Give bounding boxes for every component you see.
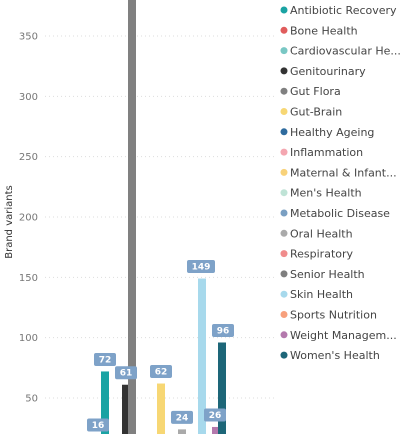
legend-item[interactable]: Weight Managem... xyxy=(280,329,397,342)
legend-label: Healthy Ageing xyxy=(290,126,374,139)
legend-marker xyxy=(280,290,288,298)
y-axis-ticks: 50 100 150 200 250 300 350 xyxy=(19,32,38,405)
legend-marker xyxy=(280,189,288,197)
legend[interactable]: Antibiotic Recovery Bone Health Cardiovasc… xyxy=(280,4,400,362)
legend-marker xyxy=(280,87,288,95)
data-label: 149 xyxy=(192,263,211,273)
legend-item[interactable]: Maternal & Infant... xyxy=(280,166,397,179)
legend-marker xyxy=(280,26,288,34)
legend-label: Oral Health xyxy=(290,227,353,240)
legend-label: Men's Health xyxy=(290,187,362,200)
legend-marker xyxy=(280,6,288,14)
data-label: 62 xyxy=(155,368,168,378)
data-label: 26 xyxy=(209,411,222,421)
bar[interactable] xyxy=(212,426,220,434)
data-label: 16 xyxy=(92,421,105,431)
legend-item[interactable]: Men's Health xyxy=(280,187,362,200)
y-tick-label: 100 xyxy=(19,333,38,344)
bar[interactable] xyxy=(218,342,226,434)
legend-marker xyxy=(280,229,288,237)
legend-item[interactable]: Gut-Brain xyxy=(280,106,343,119)
data-label: 61 xyxy=(120,369,133,379)
legend-marker xyxy=(280,148,288,156)
legend-item[interactable]: Healthy Ageing xyxy=(280,126,375,139)
legend-item[interactable]: Skin Health xyxy=(280,288,354,301)
y-axis-title: Brand variants xyxy=(4,185,15,259)
y-tick-label: 200 xyxy=(19,213,38,224)
legend-item[interactable]: Sports Nutrition xyxy=(280,309,377,322)
legend-item[interactable]: Cardiovascular He... xyxy=(280,45,400,58)
legend-label: Gut-Brain xyxy=(290,106,342,119)
legend-label: Cardiovascular He... xyxy=(290,45,400,58)
legend-item[interactable]: Women's Health xyxy=(280,349,380,362)
legend-label: Maternal & Infant... xyxy=(290,166,397,179)
legend-marker xyxy=(280,209,288,217)
legend-marker xyxy=(280,47,288,55)
legend-item[interactable]: Senior Health xyxy=(280,268,365,281)
legend-label: Gut Flora xyxy=(290,85,341,98)
data-label: 72 xyxy=(99,355,112,365)
data-label-box xyxy=(87,418,109,432)
data-label-box xyxy=(212,323,234,337)
bar[interactable] xyxy=(101,371,109,434)
legend-marker xyxy=(280,250,288,258)
legend-item[interactable]: Inflammation xyxy=(280,146,364,159)
y-tick-label: 250 xyxy=(19,152,38,163)
y-tick-label: 350 xyxy=(19,32,38,43)
legend-item[interactable]: Respiratory xyxy=(280,248,354,261)
gridlines xyxy=(45,35,275,399)
legend-item[interactable]: Oral Health xyxy=(280,227,353,240)
legend-marker xyxy=(280,311,288,318)
bar[interactable] xyxy=(128,0,136,434)
bars xyxy=(101,0,226,434)
legend-label: Antibiotic Recovery xyxy=(290,4,397,17)
data-label-box xyxy=(171,410,193,424)
legend-label: Genitourinary xyxy=(290,65,366,78)
legend-marker xyxy=(280,67,288,75)
data-label-box xyxy=(150,365,172,379)
legend-item[interactable]: Bone Health xyxy=(280,24,358,37)
legend-label: Skin Health xyxy=(290,288,353,301)
bar[interactable] xyxy=(122,384,130,434)
legend-item[interactable]: Genitourinary xyxy=(280,65,367,78)
legend-item[interactable]: Antibiotic Recovery xyxy=(280,4,398,17)
y-tick-label: 300 xyxy=(19,92,38,103)
legend-label: Women's Health xyxy=(290,349,380,362)
bar[interactable] xyxy=(157,383,165,434)
legend-marker xyxy=(280,168,288,176)
legend-label: Weight Managem... xyxy=(290,329,397,342)
legend-label: Respiratory xyxy=(290,248,354,261)
legend-label: Metabolic Disease xyxy=(290,207,390,220)
legend-marker xyxy=(280,270,288,278)
legend-label: Senior Health xyxy=(290,268,365,281)
y-tick-label: 150 xyxy=(19,273,38,284)
legend-marker xyxy=(280,128,288,136)
y-tick-label: 50 xyxy=(25,394,38,405)
bar[interactable] xyxy=(198,278,206,434)
legend-marker xyxy=(280,108,288,115)
legend-marker xyxy=(280,331,288,339)
data-label: 96 xyxy=(217,326,230,336)
legend-item[interactable]: Metabolic Disease xyxy=(280,207,391,220)
data-labels: 72 16 61 62 24 149 26 96 xyxy=(87,260,234,432)
data-label-box xyxy=(187,260,215,274)
data-label-box xyxy=(204,408,226,422)
bar[interactable] xyxy=(178,429,186,434)
data-label-box xyxy=(94,352,116,366)
legend-item[interactable]: Gut Flora xyxy=(280,85,341,98)
legend-marker xyxy=(280,351,288,359)
data-label-box xyxy=(115,366,137,380)
legend-label: Sports Nutrition xyxy=(290,309,377,322)
legend-label: Inflammation xyxy=(290,146,363,159)
data-label: 24 xyxy=(176,413,189,423)
legend-label: Bone Health xyxy=(290,24,358,37)
